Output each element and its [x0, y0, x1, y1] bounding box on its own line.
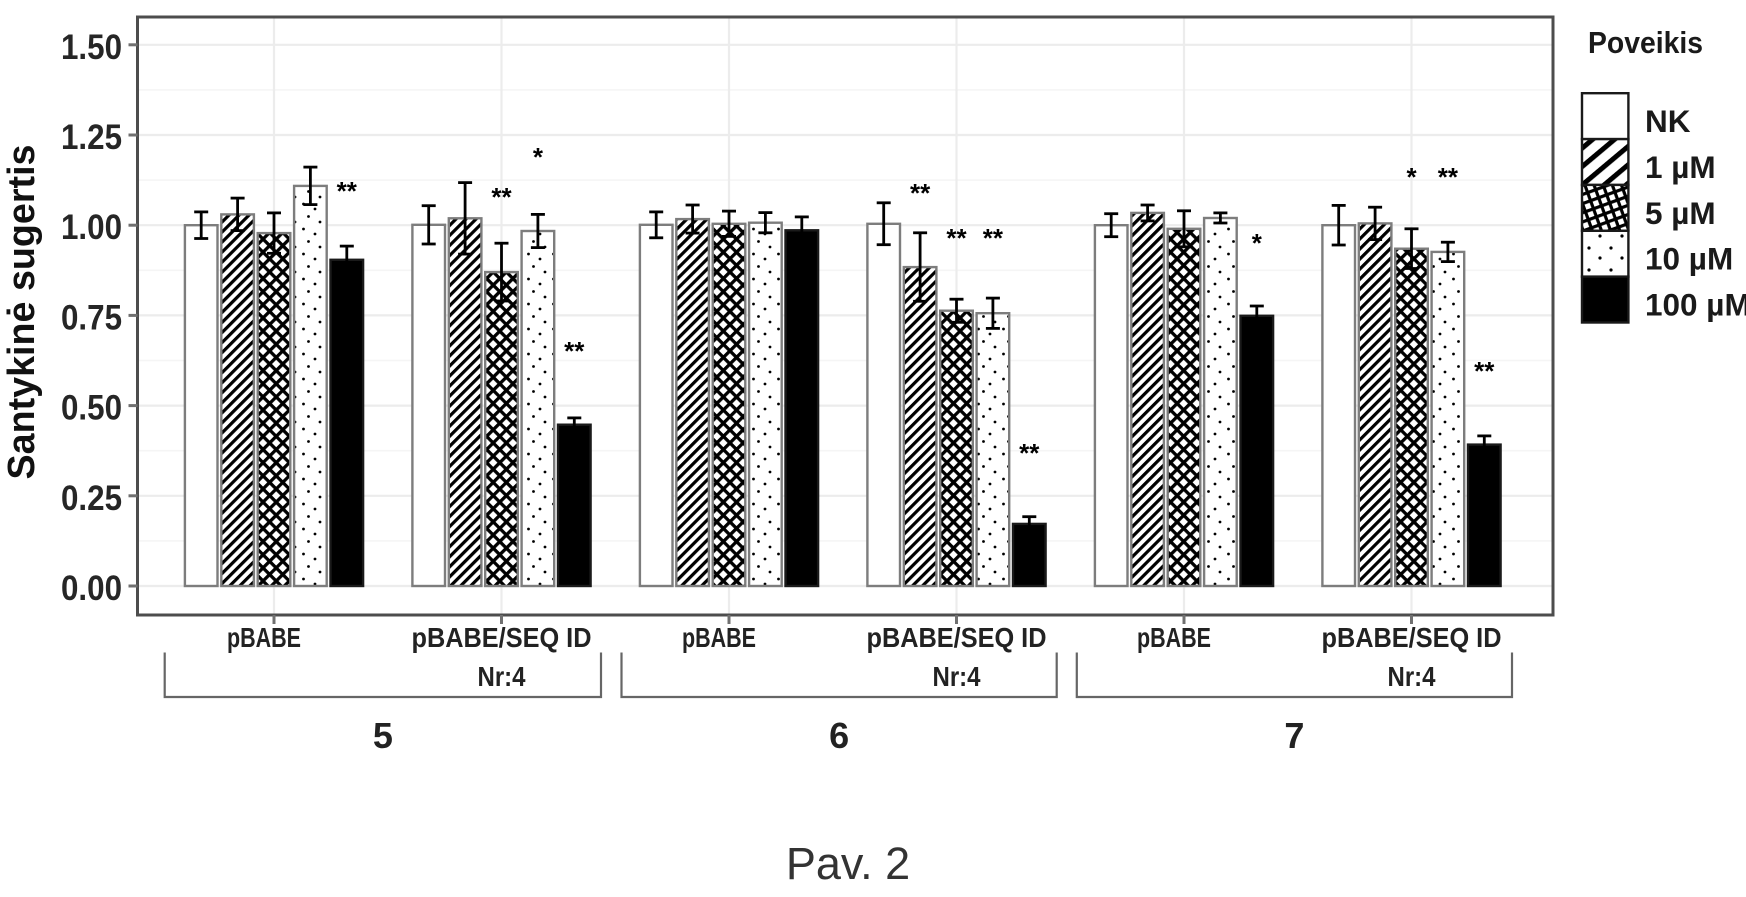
- svg-text:**: **: [337, 176, 358, 206]
- svg-text:*: *: [533, 142, 544, 172]
- svg-text:**: **: [910, 178, 931, 208]
- svg-text:pBABE: pBABE: [682, 622, 756, 653]
- svg-text:5 µM: 5 µM: [1645, 195, 1716, 231]
- svg-text:0.25: 0.25: [61, 478, 122, 518]
- svg-text:Pav. 2: Pav. 2: [786, 838, 910, 889]
- svg-text:**: **: [491, 182, 512, 212]
- svg-text:pBABE: pBABE: [227, 622, 301, 653]
- svg-text:0.75: 0.75: [61, 297, 122, 337]
- svg-text:1.00: 1.00: [61, 207, 122, 247]
- svg-text:0.00: 0.00: [61, 568, 122, 608]
- svg-text:1 µM: 1 µM: [1645, 149, 1716, 185]
- svg-text:0.50: 0.50: [61, 388, 122, 428]
- svg-text:100 µM: 100 µM: [1645, 287, 1746, 323]
- svg-text:NK: NK: [1645, 103, 1691, 139]
- svg-text:*: *: [1252, 228, 1263, 258]
- svg-text:Nr:4: Nr:4: [933, 661, 981, 692]
- svg-text:1.50: 1.50: [61, 27, 122, 67]
- svg-text:pBABE/SEQ ID: pBABE/SEQ ID: [867, 622, 1047, 653]
- svg-text:**: **: [946, 223, 967, 253]
- svg-text:Nr:4: Nr:4: [1388, 661, 1436, 692]
- svg-text:pBABE/SEQ ID: pBABE/SEQ ID: [1322, 622, 1502, 653]
- svg-text:10 µM: 10 µM: [1645, 241, 1733, 277]
- svg-text:**: **: [1438, 162, 1459, 192]
- svg-text:**: **: [1019, 438, 1040, 468]
- svg-text:pBABE/SEQ ID: pBABE/SEQ ID: [412, 622, 592, 653]
- svg-text:Poveikis: Poveikis: [1588, 25, 1703, 60]
- svg-text:Nr:4: Nr:4: [478, 661, 526, 692]
- svg-text:7: 7: [1284, 715, 1304, 756]
- svg-text:**: **: [1474, 356, 1495, 386]
- svg-text:5: 5: [373, 715, 393, 756]
- svg-text:6: 6: [829, 715, 849, 756]
- svg-text:1.25: 1.25: [61, 117, 122, 157]
- svg-text:*: *: [1406, 162, 1417, 192]
- svg-text:**: **: [564, 336, 585, 366]
- svg-text:pBABE: pBABE: [1137, 622, 1211, 653]
- svg-text:**: **: [983, 223, 1004, 253]
- svg-text:Santykinė sugertis: Santykinė sugertis: [1, 145, 43, 480]
